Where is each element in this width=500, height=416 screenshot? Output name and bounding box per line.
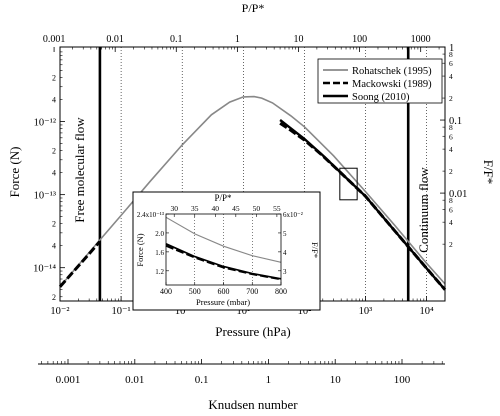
main-axis-ticks: 10⁻² 10⁻¹ 10⁰ 10¹ 10² 10³ 10⁴ 10⁻¹² 10⁻¹³ 10⁻¹⁴ 2 4…	[33, 34, 467, 317]
right-minor-tick-label: 6	[449, 205, 453, 214]
inset-right-tick-label: 6x10⁻²	[283, 211, 303, 219]
inset-x-tick-label: 600	[218, 287, 230, 296]
top-tick-label: 10	[293, 34, 303, 45]
y-minor-tick-label: 4	[52, 96, 56, 105]
y-minor-tick-label: 2	[52, 220, 56, 229]
inset-top-tick-label: 50	[253, 204, 261, 213]
x-tick-label: 10⁻²	[50, 306, 69, 317]
knudsen-tick-label: 100	[394, 374, 411, 386]
right-tick-label: 1	[449, 43, 454, 54]
inset-y-tick-label: 1.6	[155, 249, 164, 257]
knudsen-tick-label: 10	[330, 374, 342, 386]
x-tick-label: 10¹	[236, 306, 250, 317]
inset-right-tick-label: 3	[283, 268, 287, 276]
y-minor-tick-label: 4	[52, 242, 56, 251]
x-tick-label: 10³	[359, 306, 373, 317]
series-line-rohatschek-1995	[59, 95, 446, 288]
y-minor-tick-label: 2	[52, 147, 56, 156]
inset-x-tick-label: 800	[275, 287, 287, 296]
inset-top-tick-label: 55	[273, 204, 281, 213]
right-minor-tick-label: 8	[449, 50, 453, 59]
top-tick-label: 1	[235, 34, 240, 45]
x-tick-label: 10²	[298, 306, 312, 317]
legend-label-mackowski: Mackowski (1989)	[352, 79, 432, 90]
inset-x-tick-label: 700	[246, 287, 258, 296]
right-minor-tick-label: 6	[449, 59, 453, 68]
legend-label-rohatschek: Rohatschek (1995)	[352, 66, 432, 77]
right-minor-tick-label: 8	[449, 196, 453, 205]
right-minor-tick-label: 8	[449, 123, 453, 132]
right-tick-label: 0.1	[449, 116, 462, 127]
y-minor-tick-label: 2	[52, 293, 56, 302]
series-line-rohatschek-1995-inset	[165, 216, 282, 263]
top-axis-title: P/P*	[242, 1, 265, 15]
inset-top-tick-label: 35	[191, 204, 199, 213]
inset-top-tick-label: 45	[232, 204, 240, 213]
legend-label-soong: Soong (2010)	[352, 92, 410, 103]
right-tick-label: 0.01	[449, 189, 467, 200]
top-tick-label: 0.001	[43, 34, 66, 45]
top-tick-label: 100	[352, 34, 367, 45]
inset-x-tick-label: 400	[160, 287, 172, 296]
y-tick-label: 10⁻¹³	[34, 191, 56, 202]
series-line-soong-2010-inset	[165, 243, 282, 280]
right-minor-tick-label: 2	[449, 94, 453, 103]
knudsen-tick-label: 0.01	[125, 374, 144, 386]
inset-right-axis-title: F/F*	[310, 242, 320, 258]
y-tick-label: 10⁻¹²	[34, 118, 56, 129]
inset-right-tick-label: 4	[283, 249, 287, 257]
inset-y-axis-title: Force (N)	[135, 233, 145, 266]
top-tick-label: 1000	[411, 34, 431, 45]
inset-y-tick-label: 2.4x10⁻¹³	[137, 211, 164, 219]
inset-series-lines	[165, 216, 282, 281]
right-axis-title: F/F*	[481, 160, 496, 185]
inset-background	[132, 191, 321, 311]
right-minor-tick-label: 2	[449, 240, 453, 249]
x-tick-label: 10⁰	[175, 306, 190, 317]
x-tick-label: 10⁻¹	[111, 306, 130, 317]
knudsen-axis-title: Knudsen number	[208, 397, 298, 412]
right-minor-tick-label: 4	[449, 218, 453, 227]
knudsen-tick-label: 0.1	[195, 374, 209, 386]
right-minor-tick-label: 4	[449, 145, 453, 154]
series-line-soong-2010	[279, 119, 446, 291]
series-line-mackowski-1989	[58, 240, 102, 288]
inset-y-tick-label: 1.2	[155, 268, 164, 276]
y-minor-tick-label: 2	[52, 74, 56, 83]
knudsen-axis: 0.001 0.01 0.1 1 10 100	[38, 359, 445, 386]
highlight-box	[339, 167, 358, 201]
x-axis-title: Pressure (hPa)	[215, 324, 290, 339]
top-tick-label: 0.1	[170, 34, 183, 45]
inset-top-tick-label: 40	[212, 204, 220, 213]
legend: Rohatschek (1995) Mackowski (1989) Soong…	[317, 58, 443, 104]
inset-right-tick-label: 5	[283, 230, 287, 238]
knudsen-tick-label: 0.001	[56, 374, 81, 386]
inset-x-tick-label: 500	[189, 287, 201, 296]
inset-y-tick-label: 2.0	[155, 230, 164, 238]
top-tick-label: 0.01	[106, 34, 124, 45]
x-tick-label: 10⁴	[420, 306, 435, 317]
right-minor-tick-label: 6	[449, 132, 453, 141]
free-molecular-flow-label: Free molecular flow	[72, 117, 87, 223]
y-tick-label: 10⁻¹⁴	[33, 264, 56, 275]
inset-top-tick-label: 30	[170, 204, 178, 213]
y-axis-title: Force (N)	[7, 147, 22, 198]
knudsen-tick-label: 1	[266, 374, 272, 386]
inset-x-axis-title: Pressure (mbar)	[196, 297, 250, 307]
right-minor-tick-label: 4	[449, 72, 453, 81]
y-minor-tick-label: 4	[52, 169, 56, 178]
inset-top-axis-title: P/P*	[214, 193, 232, 203]
continuum-flow-label: Continuum flow	[416, 167, 431, 253]
right-minor-tick-label: 2	[449, 167, 453, 176]
